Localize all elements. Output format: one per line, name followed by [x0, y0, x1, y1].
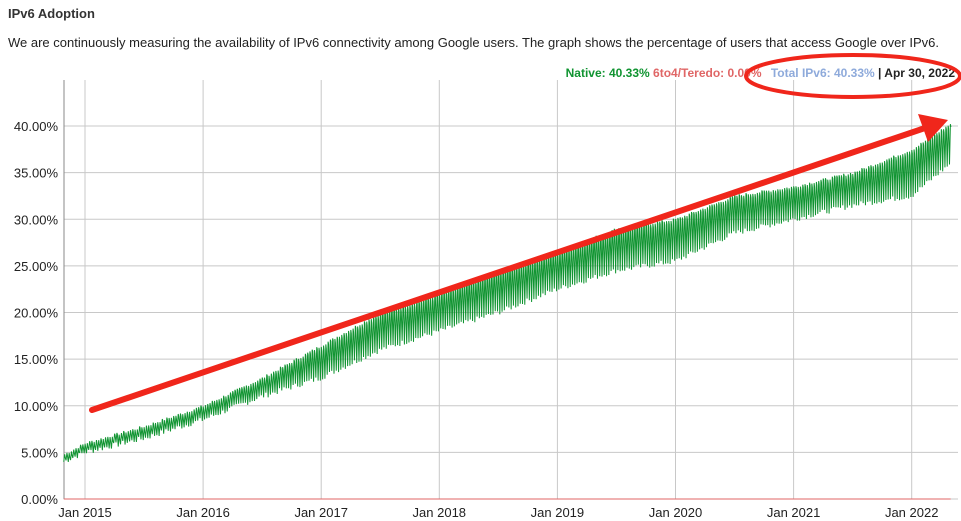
- trend-arrowhead-icon: [918, 114, 948, 142]
- legend-separator: |: [878, 66, 882, 80]
- description: We are continuously measuring the availa…: [8, 35, 939, 50]
- highlight-ellipse: [744, 53, 961, 99]
- x-tick-label: Jan 2019: [531, 505, 585, 520]
- y-tick-label: 25.00%: [14, 259, 59, 274]
- page-title: IPv6 Adoption: [8, 6, 95, 21]
- x-tick-label: Jan 2022: [885, 505, 939, 520]
- y-tick-label: 20.00%: [14, 306, 59, 321]
- legend-native: Native: 40.33%: [565, 66, 650, 80]
- x-tick-label: Jan 2018: [413, 505, 467, 520]
- y-tick-label: 30.00%: [14, 212, 59, 227]
- y-tick-label: 35.00%: [14, 166, 59, 181]
- series-native-line: [63, 124, 952, 462]
- y-tick-label: 0.00%: [21, 492, 58, 507]
- y-tick-label: 5.00%: [21, 445, 58, 460]
- legend-total: Total IPv6: 40.33%: [770, 66, 875, 80]
- y-tick-label: 10.00%: [14, 399, 59, 414]
- y-tick-label: 15.00%: [14, 352, 59, 367]
- y-tick-label: 40.00%: [14, 119, 59, 134]
- chart-legend: Native: 40.33% 6to4/Teredo: 0.00% Total …: [566, 66, 955, 80]
- legend-teredo: 6to4/Teredo: 0.00%: [653, 66, 762, 80]
- x-tick-label: Jan 2015: [58, 505, 112, 520]
- x-tick-label: Jan 2021: [767, 505, 821, 520]
- legend-date: Apr 30, 2022: [884, 66, 955, 80]
- x-tick-label: Jan 2016: [176, 505, 230, 520]
- trend-arrow: [89, 125, 928, 413]
- x-tick-label: Jan 2020: [649, 505, 703, 520]
- x-tick-label: Jan 2017: [294, 505, 348, 520]
